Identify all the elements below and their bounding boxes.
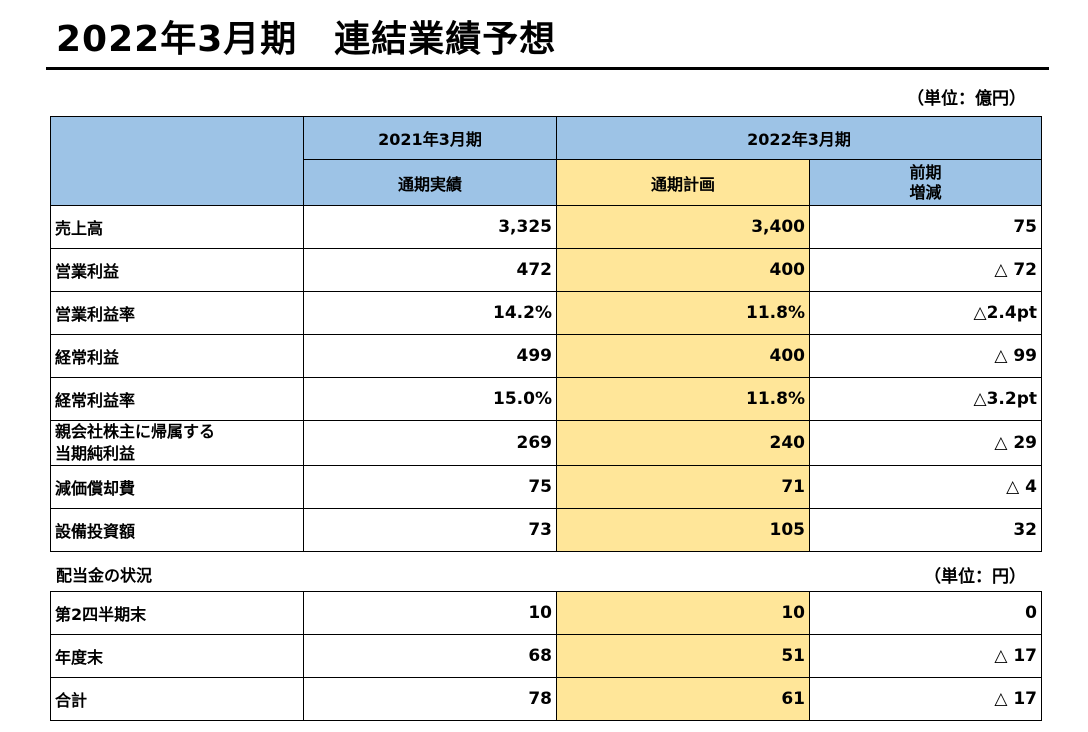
change-value: △ 29 bbox=[809, 420, 1042, 466]
row-label-line2: 当期純利益 bbox=[55, 444, 136, 463]
row-label: 年度末 bbox=[50, 634, 304, 678]
change-value: △ 17 bbox=[809, 677, 1042, 721]
row-label: 経常利益率 bbox=[50, 377, 304, 421]
table-row: 経常利益率 15.0% 11.8% △3.2pt bbox=[50, 377, 1042, 421]
dividend-unit-label: （単位：円） bbox=[924, 567, 1026, 587]
row-label: 売上高 bbox=[50, 205, 304, 249]
row-label: 営業利益率 bbox=[50, 291, 304, 335]
row-label: 親会社株主に帰属する 当期純利益 bbox=[50, 420, 304, 466]
actual-value: 10 bbox=[303, 591, 557, 635]
plan-value: 400 bbox=[556, 248, 810, 292]
header-change: 前期 増減 bbox=[809, 159, 1042, 206]
change-value: △3.2pt bbox=[809, 377, 1042, 421]
table-header-row: 2021年3月期 2022年3月期 bbox=[50, 116, 1042, 206]
header-group-prev: 2021年3月期 bbox=[303, 116, 557, 160]
change-value: △ 17 bbox=[809, 634, 1042, 678]
plan-value: 3,400 bbox=[556, 205, 810, 249]
change-value: 0 bbox=[809, 591, 1042, 635]
table-row: 設備投資額 73 105 32 bbox=[50, 508, 1042, 552]
plan-value: 400 bbox=[556, 334, 810, 378]
row-label: 経常利益 bbox=[50, 334, 304, 378]
plan-value: 71 bbox=[556, 465, 810, 509]
header-plan: 通期計画 bbox=[556, 159, 810, 206]
plan-value: 61 bbox=[556, 677, 810, 721]
table-row: 年度末 68 51 △ 17 bbox=[50, 634, 1042, 678]
unit-label: （単位：億円） bbox=[907, 89, 1026, 109]
table-row: 減価償却費 75 71 △ 4 bbox=[50, 465, 1042, 509]
header-change-line1: 前期 bbox=[909, 162, 942, 182]
table-row: 合計 78 61 △ 17 bbox=[50, 677, 1042, 721]
table-row: 親会社株主に帰属する 当期純利益 269 240 △ 29 bbox=[50, 420, 1042, 466]
change-value: △2.4pt bbox=[809, 291, 1042, 335]
row-label: 第2四半期末 bbox=[50, 591, 304, 635]
title-underline bbox=[46, 67, 1049, 70]
plan-value: 11.8% bbox=[556, 377, 810, 421]
table-row: 営業利益 472 400 △ 72 bbox=[50, 248, 1042, 292]
header-change-line2: 増減 bbox=[909, 182, 942, 202]
actual-value: 499 bbox=[303, 334, 557, 378]
actual-value: 14.2% bbox=[303, 291, 557, 335]
plan-value: 51 bbox=[556, 634, 810, 678]
row-label: 設備投資額 bbox=[50, 508, 304, 552]
change-value: 32 bbox=[809, 508, 1042, 552]
plan-value: 11.8% bbox=[556, 291, 810, 335]
actual-value: 68 bbox=[303, 634, 557, 678]
plan-value: 105 bbox=[556, 508, 810, 552]
change-value: △ 99 bbox=[809, 334, 1042, 378]
page-title: 2022年3月期 連結業績予想 bbox=[56, 19, 557, 60]
table-row: 経常利益 499 400 △ 99 bbox=[50, 334, 1042, 378]
forecast-table: 2021年3月期 2022年3月期 通期実績 通期計画 前期 増減 売上高 3,… bbox=[50, 116, 1042, 552]
row-label: 合計 bbox=[50, 677, 304, 721]
change-value: △ 4 bbox=[809, 465, 1042, 509]
row-label-line1: 親会社株主に帰属する bbox=[55, 422, 216, 441]
header-group-curr: 2022年3月期 bbox=[556, 116, 1042, 160]
header-blank-cell bbox=[50, 116, 304, 206]
change-value: 75 bbox=[809, 205, 1042, 249]
actual-value: 73 bbox=[303, 508, 557, 552]
actual-value: 78 bbox=[303, 677, 557, 721]
plan-value: 10 bbox=[556, 591, 810, 635]
header-actual: 通期実績 bbox=[303, 159, 557, 206]
table-row: 売上高 3,325 3,400 75 bbox=[50, 205, 1042, 249]
actual-value: 269 bbox=[303, 420, 557, 466]
table-row: 第2四半期末 10 10 0 bbox=[50, 591, 1042, 635]
actual-value: 3,325 bbox=[303, 205, 557, 249]
actual-value: 472 bbox=[303, 248, 557, 292]
dividend-table: 第2四半期末 10 10 0 年度末 68 51 △ 17 合計 78 61 △… bbox=[50, 591, 1042, 721]
table-row: 営業利益率 14.2% 11.8% △2.4pt bbox=[50, 291, 1042, 335]
change-value: △ 72 bbox=[809, 248, 1042, 292]
actual-value: 15.0% bbox=[303, 377, 557, 421]
table-subheader-row: 通期実績 通期計画 前期 増減 bbox=[51, 159, 1042, 206]
dividend-section-label: 配当金の状況 bbox=[56, 566, 153, 585]
plan-value: 240 bbox=[556, 420, 810, 466]
row-label: 営業利益 bbox=[50, 248, 304, 292]
row-label: 減価償却費 bbox=[50, 465, 304, 509]
actual-value: 75 bbox=[303, 465, 557, 509]
